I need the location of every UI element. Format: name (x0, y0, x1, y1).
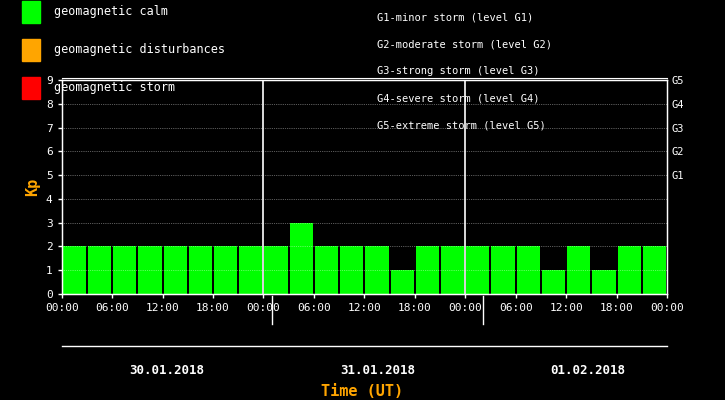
Bar (441, 246, 464, 294)
Bar (138, 246, 162, 294)
Text: geomagnetic storm: geomagnetic storm (54, 82, 175, 94)
Y-axis label: Kp: Kp (25, 178, 41, 196)
Bar (415, 246, 439, 294)
Text: G1-minor storm (level G1): G1-minor storm (level G1) (377, 12, 534, 22)
Bar (113, 246, 136, 294)
Text: geomagnetic calm: geomagnetic calm (54, 6, 168, 18)
Bar (517, 246, 540, 294)
Bar (391, 270, 414, 294)
Text: G4-severe storm (level G4): G4-severe storm (level G4) (377, 94, 539, 104)
Bar (164, 246, 187, 294)
Bar (214, 246, 237, 294)
Text: G2-moderate storm (level G2): G2-moderate storm (level G2) (377, 39, 552, 49)
Text: 31.01.2018: 31.01.2018 (340, 364, 415, 377)
Text: Time (UT): Time (UT) (321, 384, 404, 399)
Bar (466, 246, 489, 294)
Bar (315, 246, 338, 294)
Bar (618, 246, 641, 294)
Bar (643, 246, 666, 294)
Bar (188, 246, 212, 294)
Bar (592, 270, 616, 294)
Text: 01.02.2018: 01.02.2018 (550, 364, 626, 377)
Text: G3-strong storm (level G3): G3-strong storm (level G3) (377, 66, 539, 76)
Text: 30.01.2018: 30.01.2018 (129, 364, 204, 377)
Bar (62, 246, 86, 294)
Bar (88, 246, 111, 294)
Bar (290, 223, 313, 294)
Bar (239, 246, 262, 294)
Bar (340, 246, 363, 294)
Text: geomagnetic disturbances: geomagnetic disturbances (54, 44, 225, 56)
Bar (542, 270, 565, 294)
Bar (492, 246, 515, 294)
Bar (265, 246, 288, 294)
Bar (567, 246, 590, 294)
Bar (365, 246, 389, 294)
Text: G5-extreme storm (level G5): G5-extreme storm (level G5) (377, 121, 546, 131)
